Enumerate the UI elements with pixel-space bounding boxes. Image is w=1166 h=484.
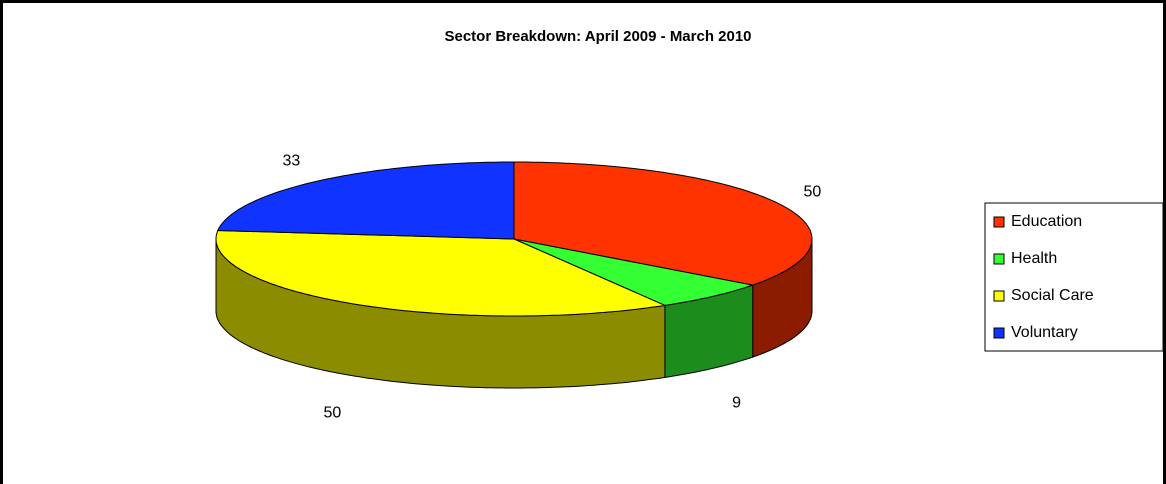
legend-swatch	[993, 327, 1005, 339]
data-label: 33	[283, 153, 301, 170]
legend-box	[984, 202, 1163, 352]
pie-slice	[513, 161, 813, 286]
legend-label: Voluntary	[1011, 324, 1078, 341]
legend-swatch	[993, 290, 1005, 302]
legend-label: Health	[1011, 250, 1057, 267]
chart-title: Sector Breakdown: April 2009 - March 201…	[444, 28, 751, 45]
data-label: 9	[732, 395, 741, 412]
legend-swatch	[993, 253, 1005, 265]
pie-slice	[513, 238, 753, 306]
chart: Sector Breakdown: April 2009 - March 201…	[215, 28, 1163, 421]
legend-label: Social Care	[1011, 287, 1094, 304]
legend-swatch	[993, 216, 1005, 228]
data-label: 50	[804, 184, 822, 201]
legend-label: Education	[1011, 213, 1082, 230]
data-label: 50	[324, 404, 342, 421]
pie-slice	[217, 161, 515, 240]
pie-slice	[215, 229, 667, 317]
